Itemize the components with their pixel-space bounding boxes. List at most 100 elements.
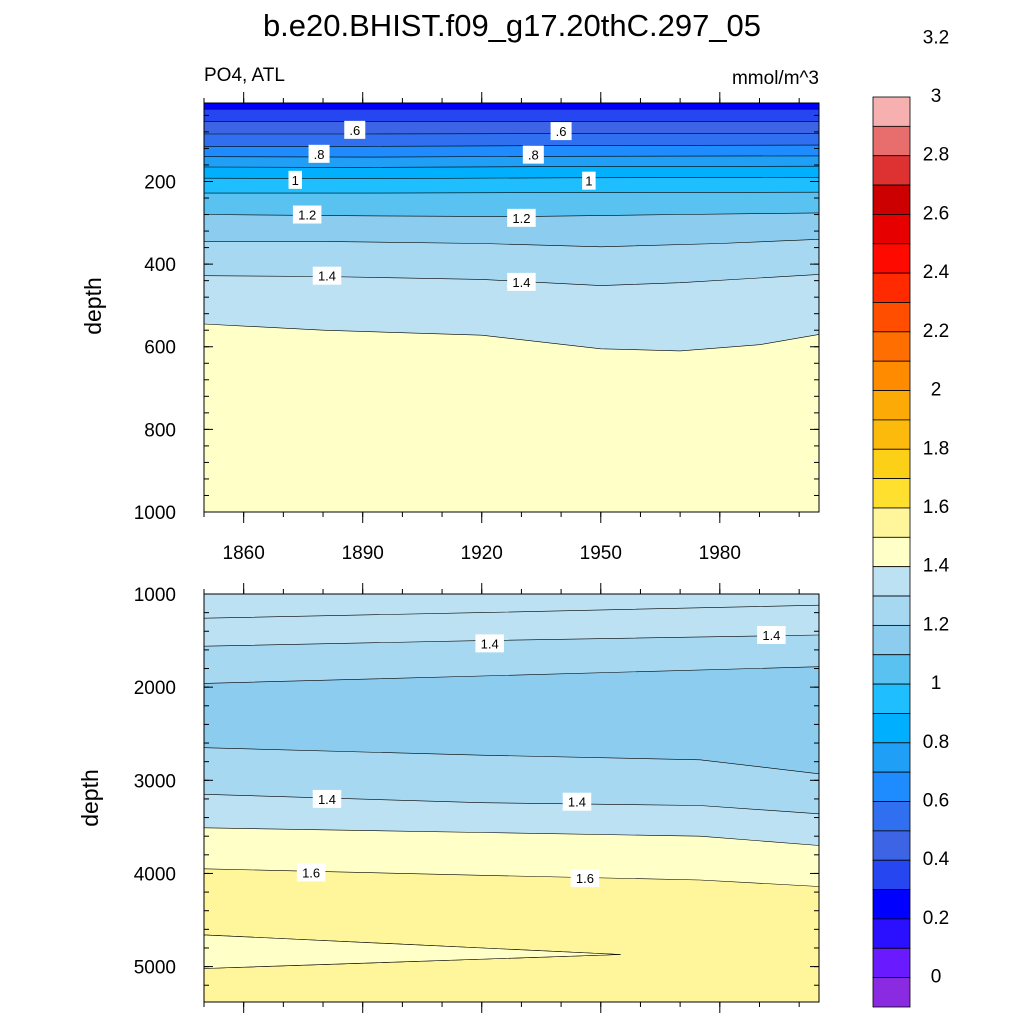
colorbar-swatch [872,243,911,274]
colorbar-swatch [872,96,911,127]
chart-title: b.e20.BHIST.f09_g17.20thC.297_05 [263,8,761,43]
lower-y-axis-label: depth [77,769,103,827]
y-tick-label: 600 [144,338,176,359]
contour-label-box [562,792,592,811]
x-tick-label: 1860 [223,543,265,564]
colorbar: 0 0.2 0.4 0.6 0.8 1 1.2 1.4 1.6 1.8 2 2.2 2.4 2.6 2.8 3… [872,27,950,1008]
contour-label: 1.4 [318,269,336,284]
contour-label-box [292,205,322,224]
colorbar-swatch [872,566,911,597]
contour-label: 1 [585,174,592,189]
contour-line [203,274,820,286]
contour-label-box [344,120,366,139]
y-tick-label: 400 [144,255,176,276]
contour-line [204,144,820,147]
contour-label: .8 [528,148,539,163]
colorbar-swatch [872,742,911,773]
contour-label: .6 [556,124,567,139]
colorbar-tick-label: 1.4 [923,556,950,577]
plot-frame [203,102,820,513]
contour-label-box [507,272,536,291]
contour-label: 1.4 [568,795,586,810]
colorbar-swatch [872,302,911,333]
colorbar-swatch [872,918,911,949]
lower-panel: 1.4 1.4 1.4 1.4 1.6 1.6 1000 2000 3000 4000 5000 [134,583,820,1013]
colorbar-swatch [872,419,911,450]
y-tick-label: 4000 [134,864,176,885]
colorbar-swatch [872,272,911,303]
colorbar-tick-label: 0.4 [923,849,950,870]
contour-line [204,191,820,194]
colorbar-tick-label: 2.4 [923,262,950,283]
contour-label-box [757,625,786,644]
colorbar-swatch [872,155,911,186]
y-tick-label: 800 [144,420,176,441]
upper-panel: .6 .6 .8 .8 1 1 1.2 1.2 1.4 1.4 200 400 600 800 1000 18… [134,92,820,564]
y-tick-label: 200 [144,172,176,193]
contour-line [203,323,820,352]
contour-label: 1.4 [762,628,780,643]
contour-label-box [288,170,303,189]
contour-label: 1.2 [512,211,530,226]
colorbar-swatch [872,448,911,480]
colorbar-swatch [872,331,911,362]
colorbar-tick-label: 1.8 [923,438,949,459]
contour-line [203,604,820,619]
colorbar-tick-label: 3.2 [923,27,949,48]
contour-label-box [507,208,536,227]
contour-line [203,165,820,168]
contour-label: 1.6 [576,871,594,886]
colorbar-swatch [872,125,911,157]
colorbar-swatch [872,184,911,215]
contour-line [203,747,820,775]
colorbar-swatch [872,830,911,861]
colorbar-tick-label: 2.6 [923,203,949,224]
colorbar-tick-label: 0.8 [923,732,949,753]
contour-label: 1.6 [302,866,320,881]
colorbar-swatch [872,654,911,685]
colorbar-swatch [872,360,911,391]
y-tick-label: 2000 [134,678,176,699]
colorbar-swatch [872,507,911,538]
colorbar-swatch [872,536,911,568]
contour-label: 1 [292,173,299,188]
contour-label: .6 [349,123,360,138]
contour-line [204,239,820,248]
contour-label-box [312,266,342,285]
colorbar-tick-label: 0.6 [923,791,949,812]
contour-label-box [550,122,572,141]
colorbar-swatch [872,947,911,979]
colorbar-tick-label: 3 [931,86,942,107]
colorbar-tick-label: 2.2 [923,321,949,342]
colorbar-tick-label: 2 [931,380,942,401]
x-tick-label: 1980 [699,543,741,564]
contour-line [203,155,820,158]
colorbar-tick-label: 0 [931,967,942,988]
contour-label: 1.4 [512,275,530,290]
colorbar-swatch [872,889,911,920]
y-tick-label: 1000 [134,503,176,524]
plot-frame [203,593,820,1003]
contour-line [203,827,820,846]
contour-label: .8 [314,147,325,162]
contour-line [203,177,820,179]
colorbar-tick-label: 0.2 [923,908,949,929]
band-fill [204,324,819,512]
colorbar-swatch [872,801,911,832]
x-tick-label: 1920 [461,543,503,564]
contour-label-box [570,869,600,888]
x-tick-label: 1950 [580,543,622,564]
colorbar-tick-label: 1.2 [923,614,949,635]
contour-label-box [475,634,504,653]
contour-line [203,666,820,684]
y-tick-label: 3000 [134,771,176,792]
colorbar-swatch [872,713,911,744]
colorbar-tick-label: 2.8 [923,145,949,166]
contour-label-box [312,789,342,808]
upper-y-axis-label: depth [80,277,106,335]
contour-label: 1.4 [318,792,336,807]
units-label: mmol/m^3 [732,68,819,89]
colorbar-swatch [872,683,911,714]
contour-label-box [582,171,596,190]
